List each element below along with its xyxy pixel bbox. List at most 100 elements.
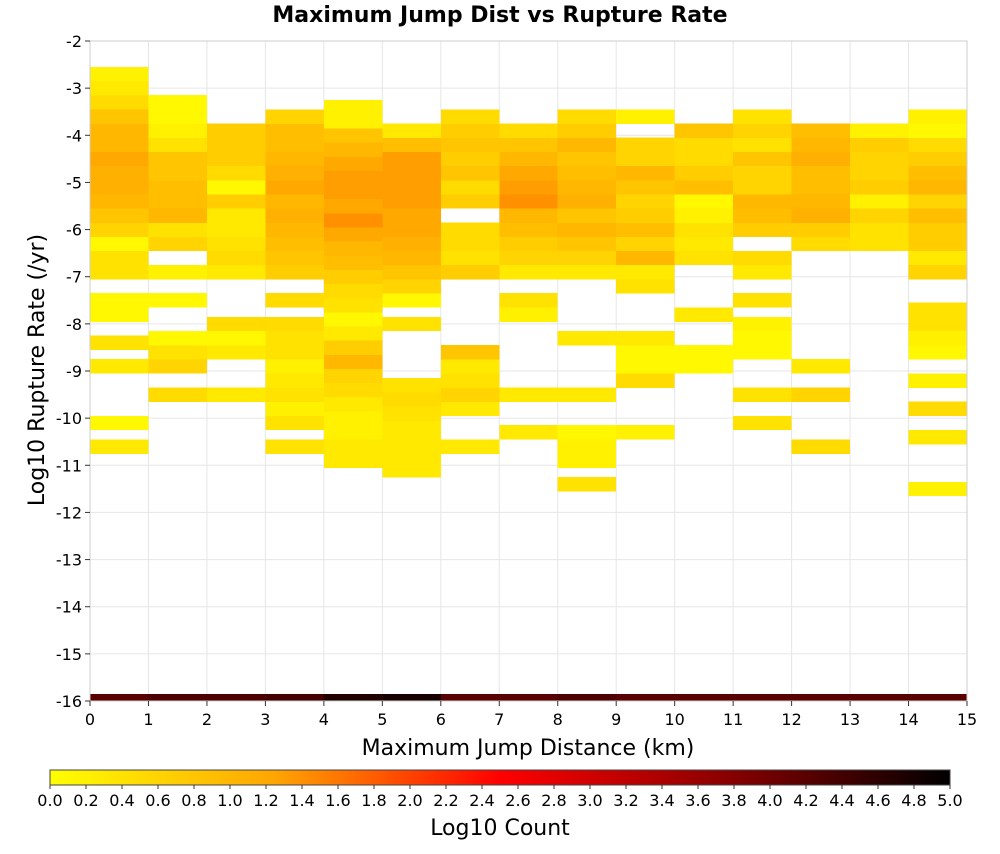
heatmap-cell (206, 151, 266, 167)
colorbar-title: Log10 Count (430, 816, 570, 841)
heatmap-cell (499, 250, 558, 266)
heatmap-cell (674, 222, 734, 237)
heatmap-cell (323, 184, 383, 200)
heatmap-cell (323, 411, 383, 426)
heatmap-cell (440, 401, 500, 417)
x-tick-label: 8 (553, 710, 563, 729)
heatmap-cell (791, 439, 851, 454)
heatmap-cell (557, 165, 617, 181)
heatmap-cell (616, 194, 675, 209)
heatmap-cell (90, 439, 149, 454)
colorbar-tick-label: 4.4 (829, 791, 854, 810)
heatmap-cell (850, 123, 909, 138)
heatmap-cell (90, 151, 149, 167)
heatmap-cell (733, 415, 792, 431)
colorbar-tick-label: 3.8 (721, 791, 746, 810)
colorbar-tick-label: 1.6 (325, 791, 350, 810)
colorbar-tick-label: 1.4 (289, 791, 314, 810)
heatmap-cell (850, 222, 909, 237)
y-axis-title: Log10 Rupture Rate (/yr) (25, 234, 50, 506)
heatmap-cell (440, 359, 500, 374)
y-tick-label: -10 (56, 409, 82, 428)
heatmap-cell (557, 137, 617, 153)
heatmap-cell (323, 241, 383, 256)
heatmap-cell (323, 128, 383, 143)
heatmap-cell (908, 429, 967, 445)
y-tick-label: -3 (66, 79, 82, 98)
heatmap-cell (791, 387, 851, 402)
heatmap-cell (90, 693, 149, 701)
heatmap-cell (616, 373, 675, 388)
heatmap-cell (323, 255, 383, 270)
x-tick-label: 10 (664, 710, 684, 729)
heatmap-cell (908, 401, 967, 417)
heatmap-cell (323, 213, 383, 228)
heatmap-cell (557, 693, 617, 701)
heatmap-cell (206, 387, 266, 402)
heatmap-cell (206, 208, 266, 223)
heatmap-cell (148, 222, 207, 237)
y-tick-label: -16 (56, 692, 82, 711)
y-tick-label: -8 (66, 315, 82, 334)
heatmap-cell (557, 264, 617, 280)
heatmap-cell (148, 165, 207, 181)
heatmap-cell (908, 194, 967, 209)
heatmap-cell (90, 293, 149, 308)
heatmap-cell (148, 693, 207, 701)
heatmap-cell (557, 453, 617, 468)
heatmap-cell (323, 326, 383, 341)
heatmap-cell (265, 330, 324, 346)
heatmap-cell (616, 330, 675, 346)
heatmap-cell (733, 387, 792, 402)
heatmap-cell (616, 425, 675, 440)
x-tick-label: 5 (377, 710, 387, 729)
heatmap-cell (557, 123, 617, 138)
heatmap-cell (499, 208, 558, 223)
heatmap-cell (733, 208, 792, 223)
heatmap-cell (440, 222, 500, 237)
heatmap-cell (206, 250, 266, 266)
heatmap-cell (791, 165, 851, 181)
heatmap-cell (323, 227, 383, 242)
heatmap-cell (850, 208, 909, 223)
heatmap-cell (382, 236, 441, 252)
heatmap-cell (850, 165, 909, 181)
heatmap-cell (616, 180, 675, 195)
colorbar-tick-label: 0.2 (73, 791, 98, 810)
heatmap-cell (440, 264, 500, 280)
heatmap-cell (206, 345, 266, 360)
heatmap-cell (499, 264, 558, 280)
colorbar (49, 769, 951, 786)
y-tick-label: -11 (56, 456, 82, 475)
heatmap-cell (733, 165, 792, 181)
heatmap-cell (265, 137, 324, 153)
heatmap-cell (733, 109, 792, 124)
heatmap-cell (674, 194, 734, 209)
heatmap-cell (90, 109, 149, 124)
heatmap-cell (440, 345, 500, 360)
heatmap-cell (908, 264, 967, 280)
heatmap-cell (265, 109, 324, 124)
heatmap-cell (323, 297, 383, 313)
heatmap-cell (323, 269, 383, 285)
heatmap-cell (323, 198, 383, 214)
heatmap-cell (265, 250, 324, 266)
x-tick-label: 6 (436, 710, 446, 729)
heatmap-cell (323, 425, 383, 440)
heatmap-cell (908, 109, 967, 124)
heatmap-cell (557, 387, 617, 402)
heatmap-cell (440, 250, 500, 266)
heatmap-cell (440, 165, 500, 181)
colorbar-tick-label: 0.8 (181, 791, 206, 810)
heatmap-cell (206, 316, 266, 332)
heatmap-cell (90, 66, 149, 82)
heatmap-cell (733, 151, 792, 167)
colorbar-tick-label: 4.8 (901, 791, 926, 810)
heatmap-cell (90, 180, 149, 195)
heatmap-cell (323, 693, 383, 701)
heatmap-cell (791, 180, 851, 195)
colorbar-tick-label: 1.8 (361, 791, 386, 810)
heatmap-cell (265, 208, 324, 223)
heatmap-cell (440, 123, 500, 138)
heatmap-cell (557, 236, 617, 252)
